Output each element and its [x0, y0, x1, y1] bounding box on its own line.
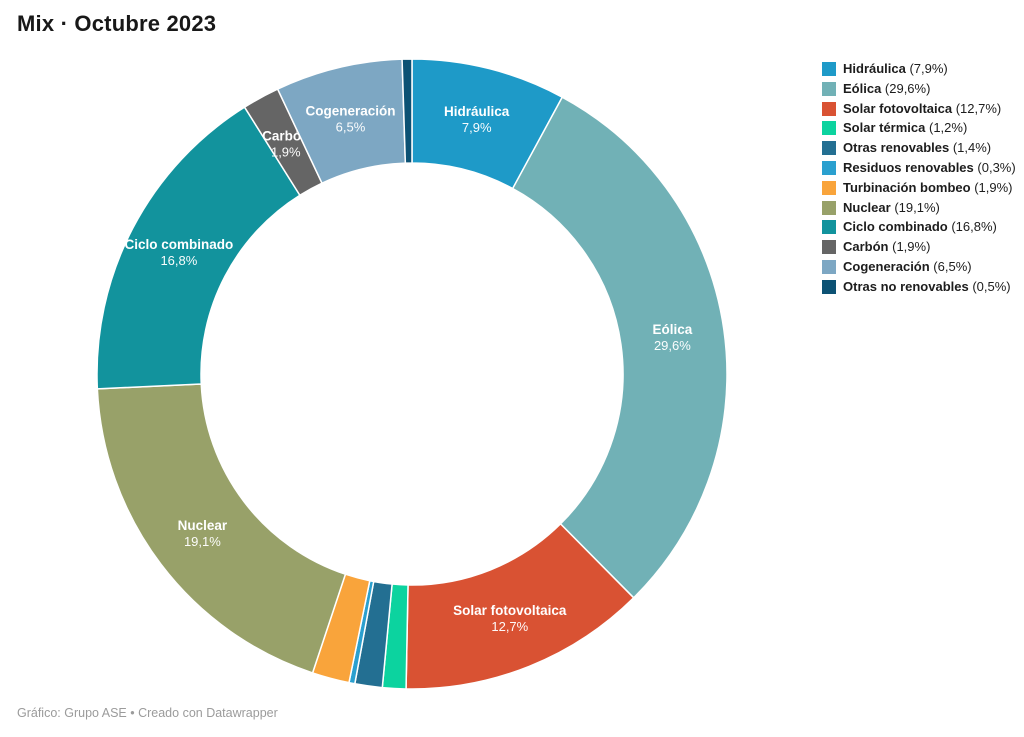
legend-label: Ciclo combinado (16,8%) [843, 219, 997, 235]
legend-label: Otras renovables (1,4%) [843, 140, 992, 156]
legend-label: Solar térmica (1,2%) [843, 120, 968, 136]
legend-item-otras-renovables: Otras renovables (1,4%) [822, 140, 1022, 156]
legend-swatch-solar-fotovoltaica [822, 101, 836, 116]
legend-item-otras-no-renovables: Otras no renovables (0,5%) [822, 278, 1022, 294]
legend-label: Otras no renovables (0,5%) [843, 278, 1011, 294]
legend-item-ciclo-combinado: Ciclo combinado (16,8%) [822, 219, 1022, 235]
legend-item-carbon: Carbón (1,9%) [822, 239, 1022, 255]
legend-swatch-otras-renovables [822, 141, 836, 156]
legend-swatch-nuclear [822, 200, 836, 215]
legend-item-residuos-renovables: Residuos renovables (0,3%) [822, 159, 1022, 175]
legend-label: Turbinación bombeo (1,9%) [843, 179, 1013, 195]
legend-swatch-residuos-renovables [822, 160, 836, 175]
legend-label: Solar fotovoltaica (12,7%) [843, 100, 1002, 116]
legend-label: Nuclear (19,1%) [843, 199, 940, 215]
legend-swatch-eolica [822, 81, 836, 96]
chart-footer-credit: Gráfico: Grupo ASE • Creado con Datawrap… [17, 706, 278, 720]
legend-label: Cogeneración (6,5%) [843, 258, 972, 274]
slice-ciclo-combinado[interactable] [96, 106, 301, 390]
legend-swatch-ciclo-combinado [822, 220, 836, 235]
legend-swatch-otras-no-renovables [822, 279, 836, 294]
legend-label: Eólica (29,6%) [843, 80, 931, 96]
legend-item-cogeneracion: Cogeneración (6,5%) [822, 258, 1022, 274]
slice-otras-no-renovables[interactable] [401, 58, 413, 164]
legend-label: Residuos renovables (0,3%) [843, 159, 1016, 175]
slice-nuclear[interactable] [96, 383, 347, 674]
legend-swatch-cogeneracion [822, 259, 836, 274]
legend-item-eolica: Eólica (29,6%) [822, 80, 1022, 96]
legend-item-nuclear: Nuclear (19,1%) [822, 199, 1022, 215]
legend-label: Carbón (1,9%) [843, 239, 931, 255]
legend-item-solar-fotovoltaica: Solar fotovoltaica (12,7%) [822, 100, 1022, 116]
legend-item-hidraulica: Hidráulica (7,9%) [822, 62, 1022, 76]
legend-item-turbinacion-bombeo: Turbinación bombeo (1,9%) [822, 179, 1022, 195]
legend-swatch-turbinacion-bombeo [822, 180, 836, 195]
legend-swatch-solar-termica [822, 121, 836, 136]
legend: Hidráulica (7,9%) Eólica (29,6%) Solar fot… [822, 62, 1022, 300]
legend-swatch-carbon [822, 240, 836, 255]
legend-swatch-hidraulica [822, 62, 836, 76]
legend-label: Hidráulica (7,9%) [843, 61, 948, 76]
legend-item-solar-termica: Solar térmica (1,2%) [822, 120, 1022, 136]
slice-eolica[interactable] [511, 96, 728, 599]
chart-title: Mix · Octubre 2023 [17, 11, 217, 36]
